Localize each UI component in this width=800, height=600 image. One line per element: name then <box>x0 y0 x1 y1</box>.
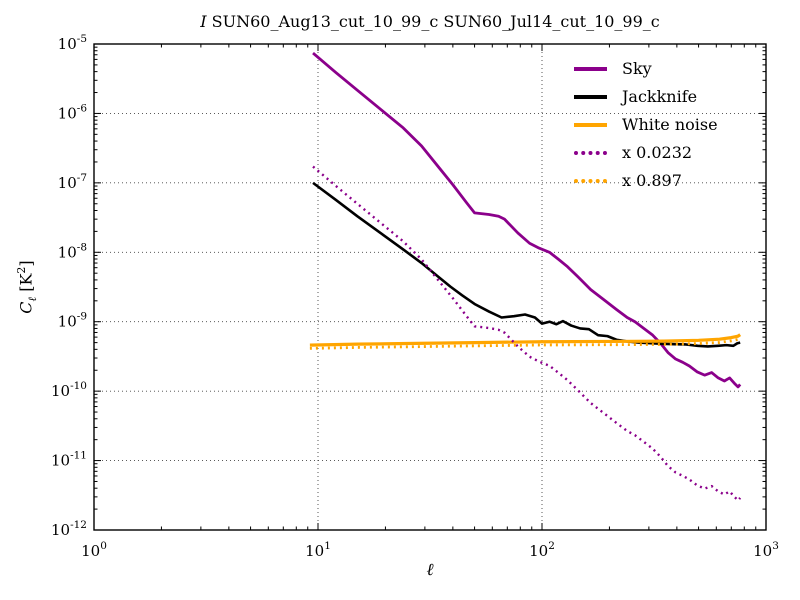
y-tick-label: 10-5 <box>58 33 87 53</box>
x-tick-label: 102 <box>529 540 555 560</box>
legend-item-sky-scaled: x 0.0232 <box>574 139 718 167</box>
series-jackknife <box>312 181 741 348</box>
legend-item-jackknife: Jackknife <box>574 83 718 111</box>
y-tick-label: 10-11 <box>51 450 87 470</box>
y-tick-label: 10-7 <box>58 172 87 192</box>
y-tick-label: 10-8 <box>58 241 87 261</box>
legend-label: Jackknife <box>622 87 698 106</box>
legend-label: Sky <box>622 59 652 78</box>
x-tick-label: 103 <box>753 540 779 560</box>
x-tick-labels: 100 101 102 103 <box>81 540 779 560</box>
series-sky-scaled <box>312 165 742 502</box>
y-tick-label: 10-10 <box>51 380 87 400</box>
y-tick-label: 10-6 <box>58 102 88 122</box>
legend-swatch-solid <box>574 95 607 99</box>
plot-frame <box>93 43 767 531</box>
legend-swatch-solid <box>574 123 607 127</box>
legend-label: x 0.0232 <box>622 143 693 162</box>
x-tick-label: 100 <box>81 540 107 560</box>
x-axis-label: ℓ <box>426 560 434 580</box>
legend-item-sky: Sky <box>574 55 718 83</box>
chart-title-prefix: I <box>200 12 207 31</box>
legend-swatch-dotted <box>574 151 607 155</box>
legend-label: White noise <box>622 115 718 134</box>
legend: Sky Jackknife White noise x 0.0232 x 0.897 <box>574 55 718 195</box>
x-tick-label: 101 <box>305 540 331 560</box>
chart-title: I SUN60_Aug13_cut_10_99_c SUN60_Jul14_cu… <box>94 12 766 31</box>
series-white-noise <box>309 333 742 347</box>
axis-ticks <box>93 43 767 531</box>
y-tick-label: 10-9 <box>58 311 87 331</box>
y-tick-labels: 10-5 10-6 10-7 10-8 10-9 10-10 10-11 10-12 <box>51 33 87 539</box>
series-sky <box>312 52 742 389</box>
legend-item-white-scaled: x 0.897 <box>574 167 718 195</box>
legend-item-white-noise: White noise <box>574 111 718 139</box>
legend-label: x 0.897 <box>622 171 682 190</box>
legend-swatch-dotted <box>574 179 607 183</box>
y-tick-label: 10-12 <box>51 519 87 539</box>
chart-title-text: SUN60_Aug13_cut_10_99_c SUN60_Jul14_cut_… <box>206 12 660 31</box>
grid-lines <box>94 44 766 530</box>
legend-swatch-solid <box>574 67 607 71</box>
